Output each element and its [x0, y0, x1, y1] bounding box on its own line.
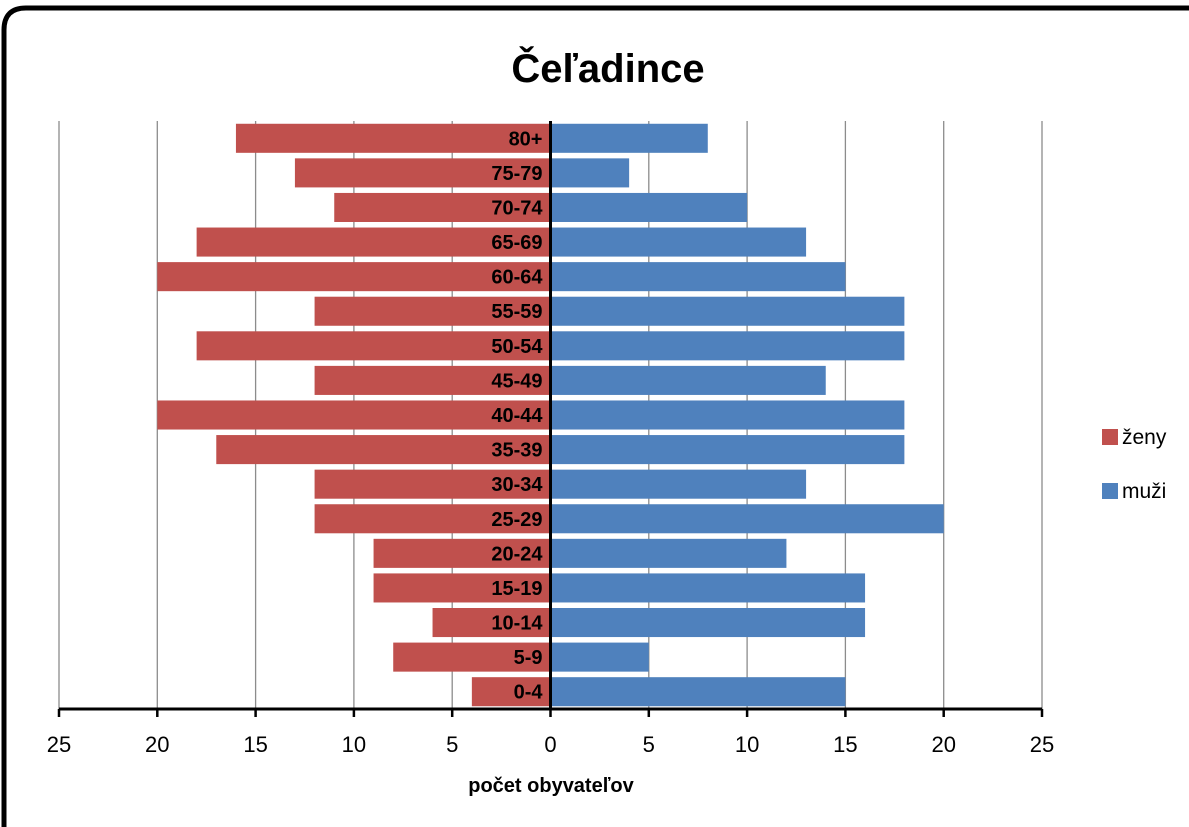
bar-muzi — [550, 608, 866, 638]
bar-zeny — [216, 435, 551, 465]
category-label: 45-49 — [491, 370, 542, 392]
bar-zeny — [157, 262, 551, 292]
category-label: 80+ — [509, 128, 543, 150]
bar-muzi — [550, 642, 649, 672]
bar-zeny — [294, 158, 551, 188]
x-tick-label: 5 — [446, 732, 458, 757]
bar-muzi — [550, 400, 905, 430]
category-label: 60-64 — [491, 267, 543, 289]
bar-muzi — [550, 227, 807, 257]
bar-zeny — [235, 123, 551, 153]
category-label: 70-74 — [491, 197, 543, 219]
bar-zeny — [314, 469, 551, 499]
bar-zeny — [157, 400, 551, 430]
x-tick-label: 25 — [47, 732, 71, 757]
axes — [57, 121, 1044, 717]
category-label: 0-4 — [514, 682, 544, 704]
category-label: 65-69 — [491, 232, 542, 254]
x-tick-label: 20 — [145, 732, 169, 757]
legend-label: ženy — [1122, 426, 1167, 449]
bar-zeny — [373, 538, 551, 568]
bar-zeny — [314, 504, 551, 534]
category-label: 15-19 — [491, 578, 542, 600]
x-tick-label: 5 — [643, 732, 655, 757]
category-label: 20-24 — [491, 543, 543, 565]
bar-muzi — [550, 573, 866, 603]
bars — [157, 123, 944, 707]
category-label: 35-39 — [491, 440, 542, 462]
legend: ženy muži — [1102, 426, 1167, 503]
bar-zeny — [432, 608, 551, 638]
bar-zeny — [393, 642, 551, 672]
x-tick-label: 10 — [342, 732, 366, 757]
bar-muzi — [550, 435, 905, 465]
bar-muzi — [550, 504, 944, 534]
bar-muzi — [550, 192, 748, 222]
legend-swatch — [1102, 429, 1118, 445]
bar-muzi — [550, 262, 846, 292]
legend-swatch — [1102, 483, 1118, 499]
category-label: 5-9 — [514, 647, 543, 669]
bar-muzi — [550, 123, 708, 153]
x-tick-labels: 25 20 15 10 5 0 5 10 15 20 25 — [47, 732, 1054, 757]
bar-zeny — [471, 677, 551, 707]
category-label: 25-29 — [491, 509, 542, 531]
x-axis-label: počet obyvateľov — [468, 775, 634, 797]
bar-zeny — [196, 227, 551, 257]
bar-muzi — [550, 538, 787, 568]
category-label: 75-79 — [491, 163, 542, 185]
x-tick-label: 10 — [735, 732, 759, 757]
bar-muzi — [550, 158, 630, 188]
category-label: 40-44 — [491, 405, 543, 427]
chart-frame — [1, 5, 1189, 827]
category-labels: 0-4 5-9 10-14 15-19 20-24 25-29 30-34 35-39 40-4… — [491, 128, 543, 703]
category-label: 10-14 — [491, 613, 543, 635]
bar-zeny — [314, 296, 551, 326]
bar-muzi — [550, 331, 905, 361]
bar-muzi — [550, 469, 807, 499]
legend-label: muži — [1122, 480, 1166, 503]
x-tick-label: 15 — [243, 732, 267, 757]
bar-zeny — [314, 365, 551, 395]
bar-zeny — [196, 331, 551, 361]
category-label: 55-59 — [491, 301, 542, 323]
bar-muzi — [550, 296, 905, 326]
x-tick-label: 20 — [931, 732, 955, 757]
bar-zeny — [334, 192, 551, 222]
bar-muzi — [550, 677, 846, 707]
bar-zeny — [373, 573, 551, 603]
category-label: 50-54 — [491, 336, 543, 358]
bar-muzi — [550, 365, 826, 395]
category-label: 30-34 — [491, 474, 543, 496]
chart-title: Čeľadince — [511, 45, 704, 91]
x-tick-label: 25 — [1030, 732, 1054, 757]
x-tick-label: 0 — [544, 732, 556, 757]
x-tick-label: 15 — [833, 732, 857, 757]
